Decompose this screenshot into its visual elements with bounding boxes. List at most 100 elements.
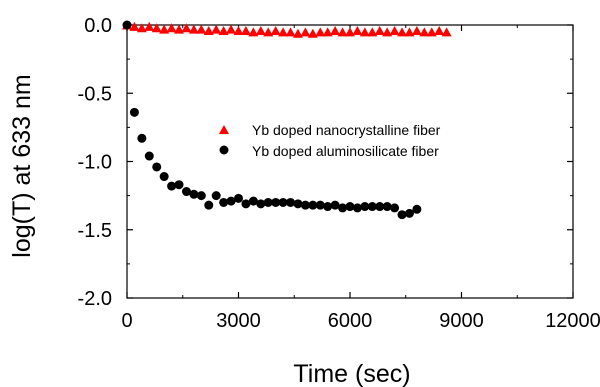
point-aluminosilicate — [323, 202, 333, 212]
point-nanocrystalline — [322, 27, 333, 37]
point-aluminosilicate — [241, 199, 251, 209]
legend-box — [188, 114, 539, 160]
point-aluminosilicate — [382, 202, 392, 212]
point-nanocrystalline — [151, 23, 162, 33]
point-aluminosilicate — [256, 199, 266, 209]
y-axis-title: log(T) at 633 nm — [8, 74, 36, 257]
point-aluminosilicate — [159, 172, 169, 182]
point-nanocrystalline — [263, 27, 274, 37]
x-tick-label: 0 — [121, 310, 132, 332]
point-aluminosilicate — [412, 204, 422, 214]
point-nanocrystalline — [188, 24, 199, 34]
legend-label-aluminosilicate: Yb doped aluminosilicate fiber — [252, 143, 439, 159]
point-aluminosilicate — [293, 199, 303, 209]
point-aluminosilicate — [315, 200, 325, 210]
point-nanocrystalline — [382, 27, 393, 37]
point-aluminosilicate — [345, 202, 355, 212]
y-tick-label: -0.5 — [78, 83, 112, 105]
point-nanocrystalline — [159, 24, 170, 34]
point-aluminosilicate — [286, 197, 296, 207]
point-aluminosilicate — [308, 200, 318, 210]
point-aluminosilicate — [137, 133, 147, 143]
point-aluminosilicate — [144, 151, 154, 161]
point-nanocrystalline — [441, 27, 452, 37]
point-nanocrystalline — [255, 25, 266, 35]
point-aluminosilicate — [330, 200, 340, 210]
point-aluminosilicate — [390, 203, 400, 213]
point-aluminosilicate — [219, 197, 229, 207]
point-nanocrystalline — [129, 21, 140, 31]
x-axis-ticks: 0 3000 6000 9000 12000 — [121, 25, 600, 332]
point-nanocrystalline — [270, 25, 281, 35]
point-aluminosilicate — [375, 202, 385, 212]
point-aluminosilicate — [367, 202, 377, 212]
point-nanocrystalline — [211, 24, 222, 34]
point-aluminosilicate — [181, 187, 191, 197]
x-axis-title: Time (sec) — [293, 360, 410, 387]
y-tick-label: 0.0 — [84, 15, 112, 37]
legend-marker-nanocrystalline — [219, 125, 229, 134]
point-nanocrystalline — [240, 25, 251, 35]
plot-frame — [126, 24, 574, 299]
point-nanocrystalline — [315, 27, 326, 37]
point-aluminosilicate — [300, 200, 310, 210]
point-nanocrystalline — [337, 27, 348, 37]
point-aluminosilicate — [196, 191, 206, 201]
point-nanocrystalline — [144, 21, 155, 31]
point-aluminosilicate — [174, 180, 184, 190]
point-nanocrystalline — [136, 23, 147, 33]
point-nanocrystalline — [285, 27, 296, 37]
point-aluminosilicate — [278, 197, 288, 207]
point-aluminosilicate — [404, 208, 414, 218]
plot-border — [126, 24, 574, 299]
x-tick-label: 9000 — [439, 310, 484, 332]
point-nanocrystalline — [359, 27, 370, 37]
point-aluminosilicate — [226, 196, 236, 206]
point-aluminosilicate — [360, 202, 370, 212]
point-aluminosilicate — [167, 181, 177, 191]
point-nanocrystalline — [419, 27, 430, 37]
point-nanocrystalline — [330, 25, 341, 35]
point-nanocrystalline — [248, 27, 259, 37]
point-nanocrystalline — [196, 24, 207, 34]
point-nanocrystalline — [278, 27, 289, 37]
x-tick-label: 3000 — [216, 310, 261, 332]
point-nanocrystalline — [389, 25, 400, 35]
x-tick-label: 12000 — [545, 310, 600, 332]
point-nanocrystalline — [404, 27, 415, 37]
y-axis-ticks: 0.0 -0.5 -1.0 -1.5 -2.0 — [78, 15, 573, 310]
point-nanocrystalline — [345, 27, 355, 37]
point-aluminosilicate — [204, 200, 214, 210]
point-nanocrystalline — [233, 25, 244, 35]
y-tick-label: -1.5 — [78, 220, 112, 242]
point-nanocrystalline — [203, 25, 214, 35]
point-aluminosilicate — [397, 210, 407, 220]
point-aluminosilicate — [338, 203, 348, 213]
point-aluminosilicate — [129, 107, 139, 117]
point-nanocrystalline — [411, 25, 422, 35]
point-aluminosilicate — [263, 197, 273, 207]
point-aluminosilicate — [271, 197, 281, 207]
point-nanocrystalline — [434, 25, 445, 35]
point-aluminosilicate — [352, 203, 362, 213]
point-nanocrystalline — [397, 27, 408, 37]
point-nanocrystalline — [226, 24, 237, 34]
data-marks — [122, 20, 452, 220]
y-tick-label: -1.0 — [78, 152, 112, 174]
x-tick-label: 6000 — [328, 310, 373, 332]
point-nanocrystalline — [218, 25, 229, 35]
point-nanocrystalline — [374, 25, 385, 35]
legend-label-nanocrystalline: Yb doped nanocrystalline fiber — [252, 122, 441, 138]
point-aluminosilicate — [211, 191, 221, 201]
point-aluminosilicate — [234, 193, 243, 203]
point-nanocrystalline — [174, 24, 185, 34]
legend: Yb doped nanocrystalline fiber Yb doped … — [188, 114, 539, 160]
point-nanocrystalline — [426, 27, 437, 37]
point-nanocrystalline — [166, 23, 177, 33]
point-nanocrystalline — [352, 25, 363, 35]
point-nanocrystalline — [367, 27, 378, 37]
point-nanocrystalline — [307, 28, 318, 38]
point-nanocrystalline — [300, 27, 311, 37]
point-aluminosilicate — [248, 196, 258, 206]
